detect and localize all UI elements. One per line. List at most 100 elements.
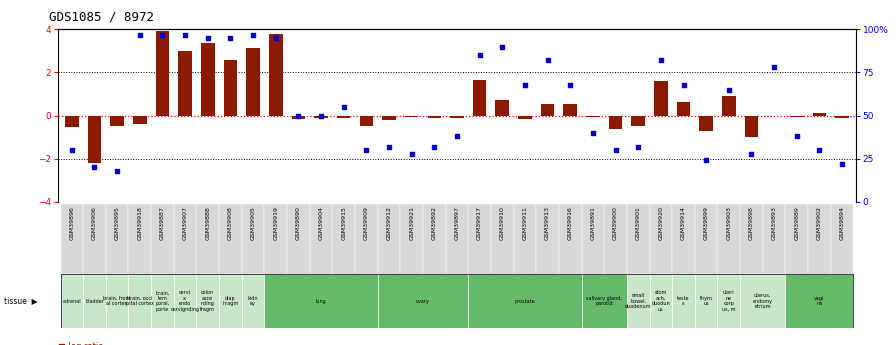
Text: GSM39889: GSM39889 [794, 206, 799, 240]
Text: brain, occi
pital cortex: brain, occi pital cortex [125, 296, 154, 306]
Text: GSM39919: GSM39919 [273, 206, 279, 240]
Text: ■ log ratio: ■ log ratio [58, 342, 104, 345]
Text: GSM39913: GSM39913 [545, 206, 550, 240]
Text: ovary: ovary [416, 298, 430, 304]
Point [246, 32, 260, 37]
Point [178, 32, 193, 37]
Bar [786, 274, 853, 328]
Bar [133, 116, 147, 124]
Text: GSM39917: GSM39917 [477, 206, 482, 240]
Bar [310, 204, 332, 278]
Bar [445, 204, 469, 278]
Text: tissue  ▶: tissue ▶ [4, 296, 38, 306]
Point [699, 158, 713, 163]
Bar [559, 204, 582, 278]
Bar [196, 274, 220, 328]
Bar [835, 116, 849, 118]
Point [450, 134, 464, 139]
Bar [83, 204, 106, 278]
Bar [220, 274, 242, 328]
Text: GSM39911: GSM39911 [522, 206, 528, 240]
Bar [586, 116, 599, 117]
Bar [246, 48, 260, 116]
Point [495, 44, 510, 49]
Bar [110, 116, 124, 126]
Bar [174, 274, 196, 328]
Point [721, 87, 736, 92]
Bar [650, 274, 672, 328]
Text: GSM39903: GSM39903 [727, 206, 731, 240]
Text: GSM39897: GSM39897 [454, 206, 460, 240]
Bar [128, 204, 151, 278]
Text: GSM39920: GSM39920 [659, 206, 663, 240]
Bar [264, 204, 287, 278]
Text: GSM39915: GSM39915 [341, 206, 346, 240]
Text: GSM39887: GSM39887 [160, 206, 165, 240]
Point [472, 52, 487, 58]
Text: GSM39907: GSM39907 [183, 206, 187, 240]
Bar [469, 204, 491, 278]
Text: GSM39916: GSM39916 [568, 206, 573, 240]
Bar [718, 274, 740, 328]
Bar [632, 116, 645, 126]
Point [835, 161, 849, 167]
Point [813, 147, 827, 153]
Bar [224, 59, 237, 116]
Bar [604, 204, 627, 278]
Point [291, 113, 306, 118]
Point [767, 65, 781, 70]
Point [382, 144, 396, 149]
Bar [196, 204, 220, 278]
Bar [813, 113, 826, 116]
Bar [242, 274, 264, 328]
Point [518, 82, 532, 87]
Point [540, 58, 555, 63]
Bar [762, 204, 786, 278]
Text: adrenal: adrenal [63, 298, 82, 304]
Text: GSM39893: GSM39893 [771, 206, 777, 240]
Point [404, 151, 418, 156]
Bar [378, 274, 469, 328]
Point [586, 130, 600, 136]
Text: GSM39908: GSM39908 [228, 206, 233, 240]
Bar [383, 116, 396, 120]
Point [133, 32, 147, 37]
Point [563, 82, 577, 87]
Text: GDS1085 / 8972: GDS1085 / 8972 [49, 10, 154, 23]
Text: GSM39904: GSM39904 [319, 206, 323, 240]
Bar [151, 274, 174, 328]
Text: brain,
tem
poral,
porte: brain, tem poral, porte [155, 290, 169, 312]
Text: GSM39895: GSM39895 [115, 206, 120, 240]
Point [155, 32, 169, 37]
Point [110, 168, 125, 174]
Bar [427, 116, 441, 118]
Text: GSM39910: GSM39910 [500, 206, 504, 240]
Point [314, 113, 328, 118]
Text: GSM39890: GSM39890 [296, 206, 301, 240]
Text: salivary gland,
parotid: salivary gland, parotid [586, 296, 622, 306]
Bar [786, 204, 808, 278]
Bar [582, 204, 604, 278]
Bar [88, 116, 101, 163]
Text: GSM39921: GSM39921 [409, 206, 414, 240]
Bar [694, 204, 718, 278]
Text: GSM39892: GSM39892 [432, 206, 437, 240]
Text: teste
s: teste s [677, 296, 690, 306]
Bar [178, 51, 192, 116]
Point [65, 147, 79, 153]
Bar [654, 81, 668, 116]
Bar [469, 274, 582, 328]
Bar [627, 274, 650, 328]
Point [223, 35, 237, 41]
Text: GSM39898: GSM39898 [749, 206, 754, 240]
Text: vagi
na: vagi na [814, 296, 824, 306]
Bar [694, 274, 718, 328]
Bar [83, 274, 106, 328]
Text: GSM39909: GSM39909 [364, 206, 369, 240]
Bar [291, 116, 306, 119]
Bar [473, 80, 487, 116]
Bar [672, 204, 694, 278]
Text: GSM39891: GSM39891 [590, 206, 595, 240]
Point [745, 151, 759, 156]
Bar [269, 33, 282, 116]
